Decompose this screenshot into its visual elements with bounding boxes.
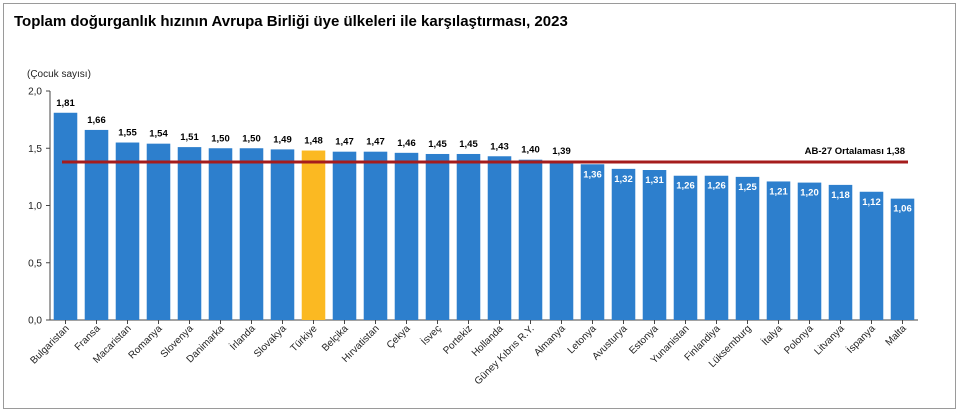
value-label: 1,50	[242, 133, 261, 144]
bar	[332, 151, 357, 320]
category-label: Romanya	[127, 323, 165, 361]
value-label: 1,32	[614, 174, 633, 185]
bar	[580, 164, 605, 320]
value-label: 1,21	[769, 186, 788, 197]
category-label: İspanya	[844, 322, 878, 356]
value-label: 1,81	[56, 98, 75, 109]
value-label: 1,46	[397, 138, 416, 149]
value-label: 1,66	[87, 115, 106, 126]
value-label: 1,49	[273, 134, 292, 145]
bar	[828, 184, 853, 320]
bar	[890, 198, 915, 320]
bar	[84, 129, 109, 320]
value-label: 1,40	[521, 145, 540, 156]
y-tick-label: 0,5	[28, 258, 42, 269]
category-label: Türkiye	[289, 323, 320, 354]
category-label: İrlanda	[227, 322, 258, 353]
category-labels: Bulgaristan FransaMacaristanRomanyaSloven…	[28, 320, 909, 387]
value-labels: 1,81 1,66 1,55 1,54 1,51 1,50 1,50 1,49 1,48 1,47…	[56, 98, 912, 215]
y-tick-label: 1,0	[28, 201, 42, 212]
value-label: 1,25	[738, 182, 757, 193]
chart-title: Toplam doğurganlık hızının Avrupa Birliğ…	[14, 13, 568, 30]
value-label: 1,45	[459, 139, 478, 150]
bar	[53, 112, 78, 320]
bar	[115, 142, 140, 320]
value-label: 1,26	[707, 181, 726, 192]
category-label: Belçika	[320, 323, 351, 354]
category-label: Polonya	[782, 323, 816, 357]
bar	[239, 148, 264, 320]
y-tick-label: 2,0	[28, 87, 42, 98]
bars	[53, 112, 915, 320]
value-label: 1,12	[862, 197, 881, 208]
value-label: 1,55	[118, 128, 137, 139]
bar	[456, 153, 481, 320]
bar	[270, 149, 295, 320]
bar	[394, 152, 419, 320]
y-axis-label: (Çocuk sayısı)	[27, 69, 91, 80]
value-label: 1,06	[893, 204, 912, 215]
value-label: 1,31	[645, 175, 664, 186]
bar	[797, 182, 822, 320]
value-label: 1,39	[552, 146, 571, 157]
value-label: 1,20	[800, 188, 819, 199]
value-label: 1,51	[180, 132, 199, 143]
value-label: 1,45	[428, 139, 447, 150]
category-label: Çekya	[385, 323, 413, 351]
y-tick-label: 1,5	[28, 144, 42, 155]
bar	[766, 181, 791, 320]
bar	[363, 151, 388, 320]
bar	[208, 148, 233, 320]
category-label: Almanya	[532, 323, 568, 359]
bar	[549, 160, 574, 320]
bar	[735, 176, 760, 320]
category-label: Malta	[884, 323, 909, 348]
bar	[859, 191, 884, 320]
bar	[487, 156, 512, 320]
reference-line-label: AB-27 Ortalaması 1,38	[805, 146, 905, 157]
category-label: Fransa	[73, 323, 103, 353]
bar-highlight	[301, 150, 326, 320]
bar	[146, 143, 171, 320]
y-tick-label: 0,0	[28, 316, 42, 327]
bar	[704, 175, 729, 320]
bar	[611, 168, 636, 320]
bar	[642, 170, 667, 320]
value-label: 1,54	[149, 129, 168, 140]
value-label: 1,47	[366, 137, 385, 148]
category-label: İtalya	[759, 322, 785, 348]
bar	[673, 175, 698, 320]
value-label: 1,50	[211, 133, 230, 144]
value-label: 1,48	[304, 136, 323, 147]
value-label: 1,47	[335, 137, 354, 148]
bar	[177, 147, 202, 320]
category-label: Litvanya	[813, 323, 847, 357]
value-label: 1,36	[583, 169, 602, 180]
value-label: 1,18	[831, 190, 850, 201]
bar	[425, 153, 450, 320]
category-label: İsveç	[418, 322, 444, 348]
reference-line-group: AB-27 Ortalaması 1,38	[62, 146, 908, 164]
bar	[518, 159, 543, 320]
category-label: Bulgaristan	[28, 323, 71, 366]
category-label: Slovakya	[252, 323, 289, 360]
category-label: Güney Kıbrıs R.Y.	[473, 323, 537, 387]
value-label: 1,43	[490, 141, 509, 152]
value-label: 1,26	[676, 181, 695, 192]
